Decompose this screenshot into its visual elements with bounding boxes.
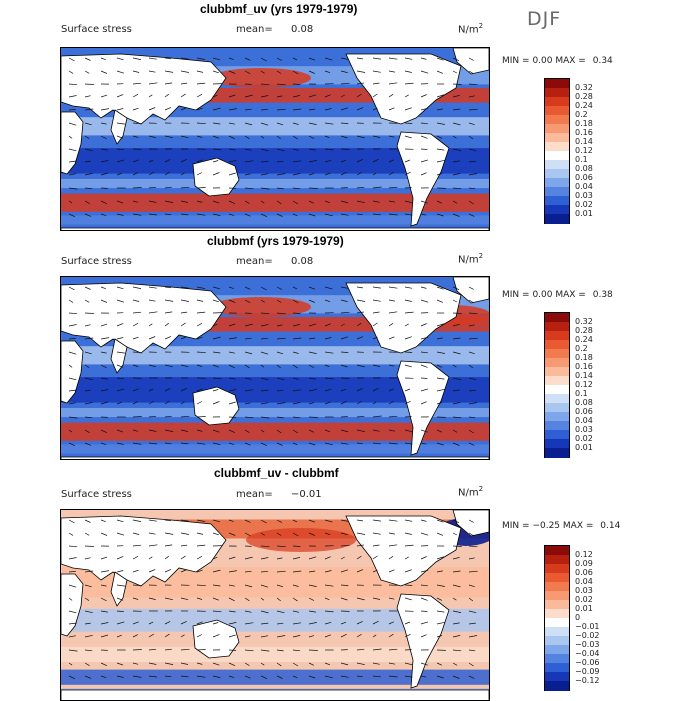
mean-label: mean= (236, 24, 273, 35)
legend-level-label: 0.12 (575, 147, 593, 155)
min-max-readout: MIN = 0.00 MAX = 0.38 (502, 290, 613, 300)
legend-level-label: −0.04 (575, 650, 600, 658)
legend-level-label: 0.24 (575, 336, 593, 344)
panel-title: clubbmf (yrs 1979-1979) (207, 234, 344, 248)
units-label: N/m2 (458, 485, 483, 498)
legend-level-label: 0.12 (575, 381, 593, 389)
legend-level-label: 0.09 (575, 560, 593, 568)
field-label: Surface stress (61, 256, 132, 267)
map-canvas (61, 510, 489, 700)
legend-level-label: −0.03 (575, 641, 600, 649)
legend-level-label: 0.04 (575, 578, 593, 586)
legend-level-label: −0.02 (575, 632, 600, 640)
legend-level-label: 0.01 (575, 444, 593, 452)
mean-label: mean= (236, 489, 273, 500)
legend-level-label: 0.02 (575, 596, 593, 604)
legend-level-label: 0.08 (575, 399, 593, 407)
legend-level-label: 0.14 (575, 138, 593, 146)
stress-map (60, 276, 490, 460)
legend-level-label: 0.32 (575, 318, 593, 326)
legend-level-label: 0.28 (575, 93, 593, 101)
mean-value: 0.08 (291, 24, 313, 35)
units-label: N/m2 (458, 22, 483, 35)
legend-swatch (545, 681, 569, 691)
legend-level-label: 0.04 (575, 183, 593, 191)
legend-level-label: 0.18 (575, 354, 593, 362)
legend-level-label: 0.2 (575, 111, 588, 119)
legend-level-label: 0.04 (575, 417, 593, 425)
mean-label: mean= (236, 256, 273, 267)
map-canvas (61, 277, 489, 459)
legend-level-label: −0.06 (575, 659, 600, 667)
legend-level-label: 0.01 (575, 605, 593, 613)
min-max-readout: MIN = 0.00 MAX = 0.34 (502, 56, 613, 66)
season-label: DJF (527, 8, 561, 30)
legend-level-label: 0.14 (575, 372, 593, 380)
legend-level-label: 0.02 (575, 201, 593, 209)
legend-level-label: 0.06 (575, 569, 593, 577)
field-label: Surface stress (61, 24, 132, 35)
legend-level-label: 0.18 (575, 120, 593, 128)
panel-title: clubbmf_uv - clubbmf (214, 466, 339, 480)
legend-level-label: −0.01 (575, 623, 600, 631)
legend-level-label: 0.06 (575, 408, 593, 416)
legend-level-label: 0.1 (575, 390, 588, 398)
legend-level-label: 0.24 (575, 102, 593, 110)
legend-level-label: 0.06 (575, 174, 593, 182)
legend-level-label: 0.2 (575, 345, 588, 353)
legend-level-label: 0 (575, 614, 580, 622)
legend-level-label: −0.12 (575, 677, 600, 685)
legend-swatch (545, 448, 569, 458)
legend-level-label: 0.01 (575, 210, 593, 218)
legend-level-label: 0.1 (575, 156, 588, 164)
legend-level-label: −0.09 (575, 668, 600, 676)
legend-level-label: 0.32 (575, 84, 593, 92)
legend-level-label: 0.12 (575, 551, 593, 559)
field-label: Surface stress (61, 489, 132, 500)
stress-map (60, 47, 490, 231)
legend-level-label: 0.08 (575, 165, 593, 173)
legend-swatch (545, 214, 569, 224)
legend-level-label: 0.03 (575, 587, 593, 595)
legend-level-label: 0.03 (575, 192, 593, 200)
legend-level-label: 0.28 (575, 327, 593, 335)
legend-level-label: 0.03 (575, 426, 593, 434)
min-max-readout: MIN = −0.25 MAX = 0.14 (502, 521, 620, 531)
legend-level-label: 0.02 (575, 435, 593, 443)
mean-value: 0.08 (291, 256, 313, 267)
legend-level-label: 0.16 (575, 129, 593, 137)
units-label: N/m2 (458, 252, 483, 265)
map-canvas (61, 48, 489, 230)
mean-value: −0.01 (291, 489, 322, 500)
stress-map (60, 509, 490, 701)
legend-level-label: 0.16 (575, 363, 593, 371)
panel-title: clubbmf_uv (yrs 1979-1979) (200, 2, 357, 16)
